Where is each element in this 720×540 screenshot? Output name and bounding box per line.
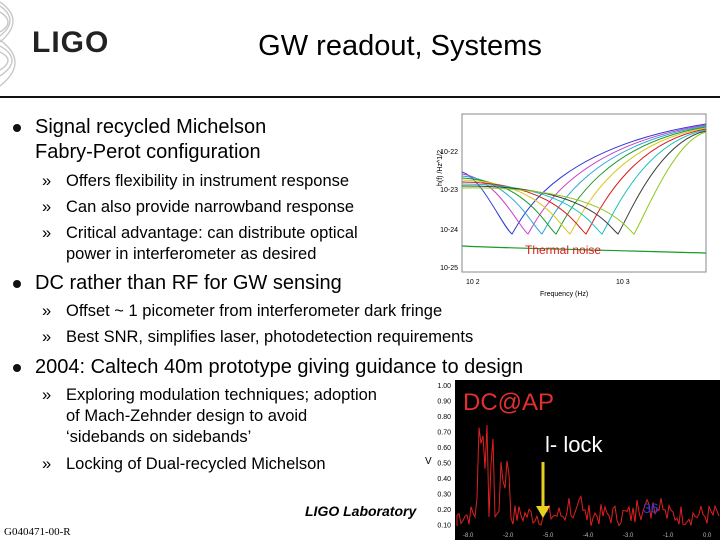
dc-at-ap-scope-figure: V 1.00 0.90 0.80 0.70 0.60 0.50 0.40 0.30 0.20 0.…	[415, 380, 720, 540]
scope-trace	[456, 424, 720, 527]
noise-ytick-3: 10-24	[440, 227, 458, 234]
bullet-1-line-2: Fabry-Perot configuration	[35, 141, 261, 163]
scope-ytick: 0.10	[437, 523, 451, 530]
noise-ytick-4: 10-25	[440, 265, 458, 272]
noise-ylabel: h(f) /Hz^1/2	[437, 150, 444, 186]
noise-curve	[461, 128, 707, 235]
scope-ytick: 1.00	[437, 383, 451, 390]
scope-trace-line	[456, 424, 720, 527]
noise-curve	[461, 125, 707, 235]
bullet-dot	[13, 280, 21, 288]
sub-2-1: » Offset ~ 1 picometer from interferomete…	[42, 302, 443, 320]
lock-arrow-head	[536, 506, 550, 518]
bullet-dot	[13, 364, 21, 372]
scope-ytick: 0.30	[437, 492, 451, 499]
noise-xlabel: Frequency (Hz)	[540, 291, 588, 298]
noise-xtick-2: 10 3	[616, 279, 630, 286]
noise-curve	[461, 124, 707, 235]
logo-stripes	[0, 1, 16, 87]
sub-2-2: » Best SNR, simplifies laser, photodetect…	[42, 328, 474, 346]
scope-xticks: -8.0 -2.0 -5.0 -4.0 -3.0 -1.0 0.0	[463, 533, 712, 539]
footer-lab: LIGO Laboratory	[305, 503, 417, 519]
noise-ytick-2: 10-23	[440, 187, 458, 194]
sub-1-3: » Critical advantage: can distribute opti…	[42, 224, 358, 263]
scope-ytick: 0.90	[437, 399, 451, 406]
sub-3-1: » Exploring modulation techniques; adopt…	[42, 386, 377, 446]
scope-xtick: 0.0	[703, 533, 712, 539]
thermal-noise-label: Thermal noise	[525, 243, 601, 257]
noise-curve	[461, 131, 707, 235]
scope-xtick: -8.0	[463, 533, 474, 539]
noise-curve	[461, 129, 707, 235]
bullet-dot	[13, 124, 21, 132]
bullet-1: Signal recycled Michelson Fabry-Perot co…	[13, 115, 267, 165]
scope-ytick: 0.60	[437, 445, 451, 452]
noise-curve	[461, 130, 707, 235]
title-rule	[0, 96, 720, 98]
scope-ytick: 0.80	[437, 414, 451, 421]
noise-curve	[461, 123, 707, 235]
bullet-1-line-1: Signal recycled Michelson	[35, 116, 267, 138]
page-number: 36	[643, 500, 659, 516]
ligo-logo: LIGO	[32, 26, 110, 59]
scope-title: DC@AP	[463, 389, 554, 416]
scope-xtick: -5.0	[543, 533, 554, 539]
scope-xtick: -2.0	[503, 533, 514, 539]
sub-1-1: » Offers flexibility in instrument respon…	[42, 172, 350, 190]
slide-title: GW readout, Systems	[258, 30, 542, 62]
scope-subtitle: l- lock	[545, 432, 603, 457]
document-id: G040471-00-R	[4, 526, 71, 538]
bullet-3: 2004: Caltech 40m prototype giving guida…	[13, 355, 523, 380]
noise-ytick-1: 10-22	[440, 149, 458, 156]
scope-ytick: 0.70	[437, 430, 451, 437]
scope-ytick: 0.40	[437, 476, 451, 483]
noise-curve	[461, 127, 707, 235]
thermal-noise-curve	[461, 245, 707, 254]
scope-yticks: 1.00 0.90 0.80 0.70 0.60 0.50 0.40 0.30 0.20 0.10	[437, 383, 451, 530]
scope-xtick: -4.0	[583, 533, 594, 539]
scope-ylabel: V	[425, 456, 432, 467]
sub-1-2: » Can also provide narrowband response	[42, 198, 355, 216]
scope-xtick: -3.0	[623, 533, 634, 539]
sub-3-2: » Locking of Dual-recycled Michelson	[42, 455, 326, 473]
scope-xtick: -1.0	[663, 533, 674, 539]
noise-curve	[461, 126, 707, 235]
scope-ytick: 0.50	[437, 461, 451, 468]
noise-xtick-1: 10 2	[466, 279, 480, 286]
noise-curves-figure: h(f) /Hz^1/2 10-22 10-23 10-24 10-25 10 …	[420, 108, 710, 300]
noise-curves	[461, 123, 707, 235]
bullet-2: DC rather than RF for GW sensing	[13, 271, 342, 296]
scope-ytick: 0.20	[437, 507, 451, 514]
